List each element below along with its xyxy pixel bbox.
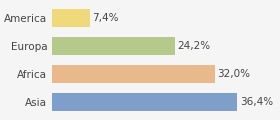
Bar <box>52 65 215 83</box>
Bar <box>52 9 90 27</box>
Text: 24,2%: 24,2% <box>178 41 211 51</box>
Bar <box>52 93 237 111</box>
Text: 7,4%: 7,4% <box>92 13 119 23</box>
Bar <box>52 37 175 55</box>
Text: 32,0%: 32,0% <box>217 69 250 79</box>
Text: 36,4%: 36,4% <box>240 97 273 107</box>
